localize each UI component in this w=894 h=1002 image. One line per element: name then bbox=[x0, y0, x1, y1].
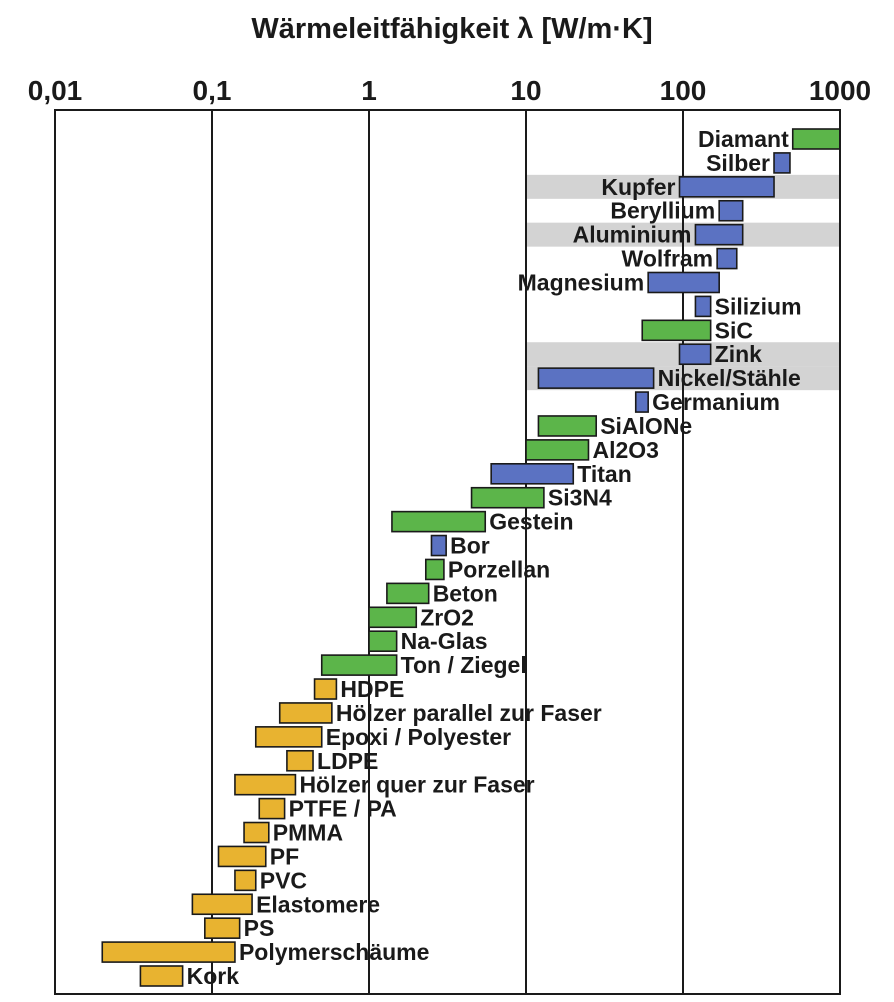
bar bbox=[234, 773, 297, 796]
bar bbox=[718, 199, 744, 222]
bar-label: PVC bbox=[260, 867, 307, 893]
x-tick-label: 10 bbox=[510, 75, 541, 106]
bar bbox=[217, 845, 267, 868]
bar bbox=[716, 247, 738, 270]
bar-label: Magnesium bbox=[518, 269, 645, 295]
bar-label: Hölzer parallel zur Faser bbox=[336, 700, 602, 726]
bar bbox=[234, 869, 257, 892]
bar bbox=[391, 510, 487, 533]
bar-label: Bor bbox=[450, 533, 490, 559]
bar-label: Al2O3 bbox=[592, 437, 658, 463]
bar bbox=[678, 176, 775, 198]
bar bbox=[430, 534, 447, 557]
x-tick-label: 1000 bbox=[809, 75, 871, 106]
bar bbox=[694, 295, 712, 318]
bars bbox=[101, 128, 841, 987]
x-tick-label: 1 bbox=[361, 75, 377, 106]
x-tick-label: 0,1 bbox=[193, 75, 232, 106]
bar bbox=[634, 391, 649, 413]
x-tick-labels: 0,01 0,1 1 10 100 1000 bbox=[28, 75, 871, 106]
bar bbox=[368, 630, 398, 653]
bar-label: PTFE / PA bbox=[289, 796, 397, 822]
gridlines bbox=[211, 110, 684, 994]
bar bbox=[320, 654, 398, 676]
bar-label: Si3N4 bbox=[548, 485, 612, 511]
plot-frame bbox=[54, 109, 841, 995]
bar-label: PMMA bbox=[273, 820, 343, 846]
bar-label: Germanium bbox=[652, 389, 780, 415]
bar-label: Titan bbox=[577, 461, 632, 487]
bar bbox=[773, 152, 791, 174]
bar bbox=[243, 821, 270, 844]
bar bbox=[647, 271, 720, 294]
bar bbox=[278, 702, 333, 724]
bar-label: Wolfram bbox=[622, 246, 714, 272]
chart-title: Wärmeleitfähigkeit λ [W/m·K] bbox=[251, 13, 652, 45]
bar-label: PF bbox=[270, 843, 299, 869]
bar bbox=[386, 582, 430, 605]
bar bbox=[791, 128, 841, 150]
bar-label: Nickel/Stähle bbox=[658, 365, 801, 391]
bar bbox=[204, 917, 241, 939]
bar bbox=[139, 965, 184, 987]
bar bbox=[694, 223, 744, 246]
bar-label: Kupfer bbox=[601, 174, 675, 200]
bar-label: Epoxi / Polyester bbox=[326, 724, 511, 750]
bar-label: Silizium bbox=[715, 293, 802, 319]
bar-label: PS bbox=[244, 915, 275, 941]
bar-label: Silber bbox=[706, 150, 770, 176]
bar bbox=[101, 941, 236, 963]
bar bbox=[258, 797, 286, 820]
bar bbox=[424, 558, 445, 581]
bar bbox=[525, 439, 590, 461]
bar bbox=[678, 343, 712, 366]
bar bbox=[313, 678, 338, 700]
bar-label: Aluminium bbox=[573, 222, 692, 248]
bar bbox=[537, 367, 655, 389]
bar-label: Zink bbox=[715, 341, 762, 367]
bar-label: Polymerschäume bbox=[239, 939, 429, 965]
bar bbox=[286, 749, 314, 772]
bar-label: SiAlONe bbox=[600, 413, 692, 439]
bar-label: ZrO2 bbox=[420, 604, 474, 630]
bar bbox=[537, 415, 598, 437]
bar-label: Diamant bbox=[698, 126, 789, 152]
bar bbox=[641, 319, 712, 342]
bar-label: Porzellan bbox=[448, 556, 550, 582]
bar-label: Beton bbox=[433, 580, 498, 606]
bar-label: LDPE bbox=[317, 748, 378, 774]
bar bbox=[368, 606, 418, 629]
bar-label: Na-Glas bbox=[401, 628, 488, 654]
bar bbox=[470, 486, 545, 509]
x-tick-label: 0,01 bbox=[28, 75, 83, 106]
bar-label: Hölzer quer zur Faser bbox=[299, 772, 534, 798]
bar-label: Beryllium bbox=[610, 198, 715, 224]
bar bbox=[490, 462, 575, 485]
x-tick-label: 100 bbox=[660, 75, 707, 106]
bar-label: SiC bbox=[715, 317, 753, 343]
bar-label: Kork bbox=[187, 963, 240, 989]
bar-label: Elastomere bbox=[256, 891, 380, 917]
bar bbox=[191, 893, 253, 916]
bar-label: Ton / Ziegel bbox=[401, 652, 527, 678]
bar bbox=[254, 726, 323, 748]
bar-label: Gestein bbox=[489, 509, 573, 535]
bar-label: HDPE bbox=[340, 676, 404, 702]
